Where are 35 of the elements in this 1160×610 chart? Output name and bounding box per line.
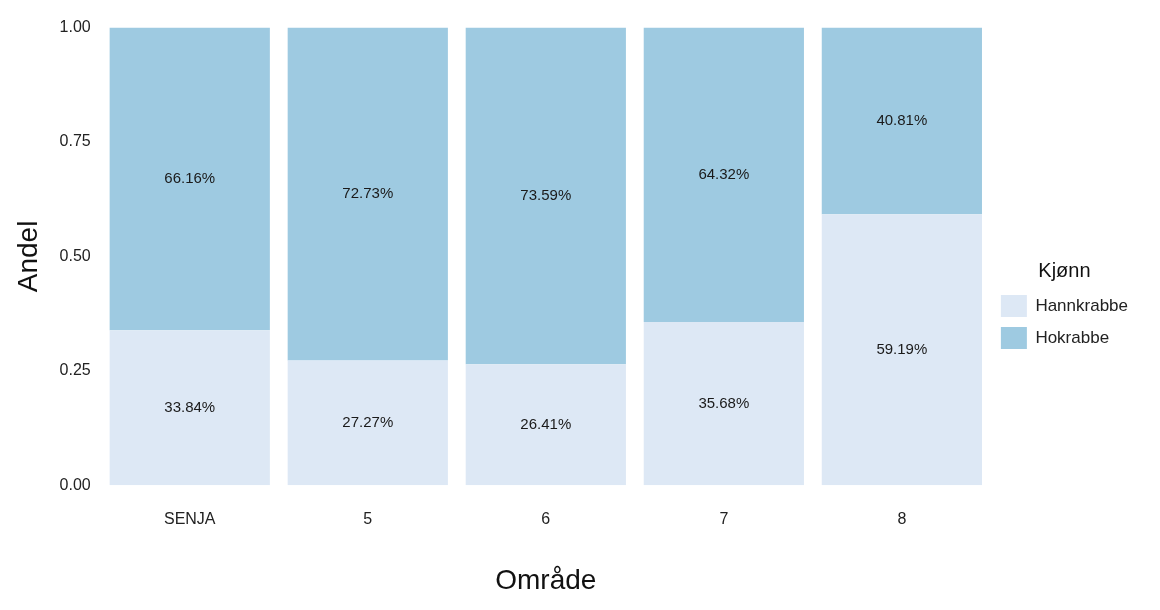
bar bbox=[109, 27, 270, 331]
data-label: 59.19% bbox=[876, 339, 928, 357]
x-tick-label: 7 bbox=[719, 510, 729, 528]
data-label: 35.68% bbox=[698, 393, 750, 411]
data-label: 26.41% bbox=[520, 414, 572, 432]
legend-title: Kjønn bbox=[1038, 258, 1091, 281]
bar bbox=[287, 27, 448, 361]
data-label: 73.59% bbox=[520, 186, 572, 204]
bar bbox=[287, 360, 448, 486]
data-label: 27.27% bbox=[342, 412, 394, 430]
x-tick-label: 6 bbox=[541, 510, 551, 528]
legend-label: Hannkrabbe bbox=[1035, 295, 1128, 315]
y-axis-title: Andel bbox=[11, 220, 43, 293]
data-label: 40.81% bbox=[876, 111, 928, 129]
legend-label: Hokrabbe bbox=[1035, 327, 1110, 347]
x-tick-label: 8 bbox=[897, 510, 907, 528]
data-label: 72.73% bbox=[342, 184, 394, 202]
bar bbox=[821, 27, 982, 215]
bar bbox=[643, 27, 804, 322]
data-label: 64.32% bbox=[698, 164, 750, 182]
x-axis-title: Område bbox=[495, 563, 597, 595]
y-tick-label: 0.25 bbox=[59, 361, 91, 379]
data-label: 66.16% bbox=[164, 169, 216, 187]
y-tick-label: 0.00 bbox=[59, 475, 91, 493]
data-label: 33.84% bbox=[164, 397, 216, 415]
x-tick-label: SENJA bbox=[163, 510, 216, 528]
bar bbox=[643, 321, 804, 486]
x-tick-label: 5 bbox=[363, 510, 373, 528]
bar bbox=[465, 364, 626, 486]
bar bbox=[109, 330, 270, 486]
bar bbox=[821, 214, 982, 486]
bar bbox=[465, 27, 626, 365]
y-tick-label: 0.50 bbox=[59, 246, 91, 264]
y-tick-label: 1.00 bbox=[59, 18, 91, 36]
y-tick-label: 0.75 bbox=[59, 132, 91, 150]
